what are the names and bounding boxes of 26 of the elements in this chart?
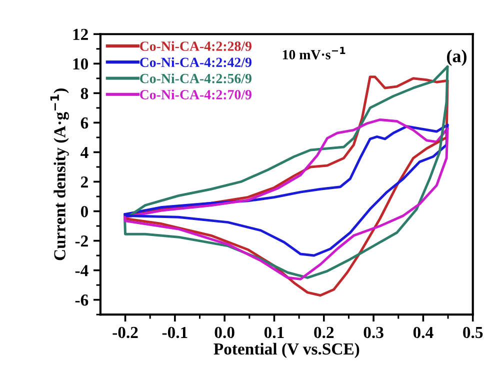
x-tick-label: -0.1 xyxy=(162,326,188,338)
x-tick-label: -0.2 xyxy=(112,326,138,338)
legend-label: Co-Ni-CA-4:2:70/9 xyxy=(140,90,252,100)
x-tick-label: 0.2 xyxy=(314,326,334,338)
legend-label: Co-Ni-CA-4:2:28/9 xyxy=(140,41,252,51)
x-tick-label: 0.5 xyxy=(463,326,483,338)
y-tick-label: -4 xyxy=(75,265,88,276)
legend-label: Co-Ni-CA-4:2:42/9 xyxy=(140,57,252,68)
x-tick-label: 0.3 xyxy=(364,326,384,338)
x-tick-label: 0.0 xyxy=(214,326,234,338)
legend-label: Co-Ni-CA-4:2:56/9 xyxy=(140,73,252,84)
x-axis-title: Potential (V vs.SCE) xyxy=(214,342,360,358)
y-tick-label: 8 xyxy=(80,88,88,100)
y-tick-label: 2 xyxy=(81,176,88,188)
annotation: (a) xyxy=(447,50,466,66)
y-tick-label: 6 xyxy=(80,117,88,129)
annotation: 10 mV·s$^{−1}$ xyxy=(282,46,346,60)
y-tick-label: -2 xyxy=(75,236,88,247)
y-tick-label: 12 xyxy=(73,28,88,40)
y-tick-label: 4 xyxy=(80,147,88,158)
y-axis-title: Current density (A·g$^{−1}$) xyxy=(50,88,69,260)
y-tick-label: 0 xyxy=(80,206,88,218)
x-tick-label: 0.4 xyxy=(413,326,434,338)
y-tick-label: 10 xyxy=(73,58,88,70)
x-tick-label: 0.1 xyxy=(264,326,284,338)
y-tick-label: -6 xyxy=(75,294,88,306)
